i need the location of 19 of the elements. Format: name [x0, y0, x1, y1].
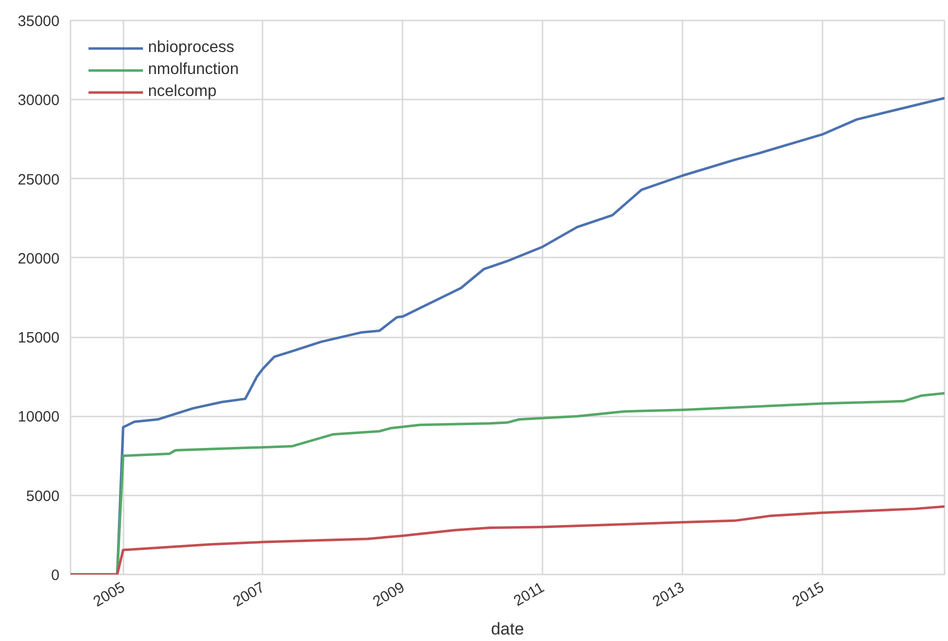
x-tick-label: 2011 — [510, 579, 548, 610]
y-tick-label: 25000 — [18, 171, 60, 188]
y-tick-label: 15000 — [18, 330, 60, 347]
x-tick-label: 2015 — [790, 579, 827, 610]
legend-label: nbioprocess — [148, 39, 234, 57]
x-tick-label: 2009 — [370, 579, 408, 610]
y-tick-label: 0 — [51, 567, 60, 584]
x-tick-label: 2013 — [650, 579, 688, 610]
legend-label: ncelcomp — [148, 83, 216, 101]
legend-label: nmolfunction — [148, 61, 239, 79]
line-series — [70, 505, 944, 574]
y-tick-label: 30000 — [18, 92, 60, 110]
y-tick-label: 5000 — [26, 488, 60, 505]
y-tick-label: 10000 — [18, 408, 60, 426]
y-tick-label: 20000 — [18, 250, 60, 268]
x-tick-label: 2007 — [230, 579, 268, 610]
x-tick-label: 2005 — [90, 579, 128, 610]
y-tick-label: 35000 — [18, 13, 60, 30]
x-axis-title: date — [490, 620, 524, 639]
